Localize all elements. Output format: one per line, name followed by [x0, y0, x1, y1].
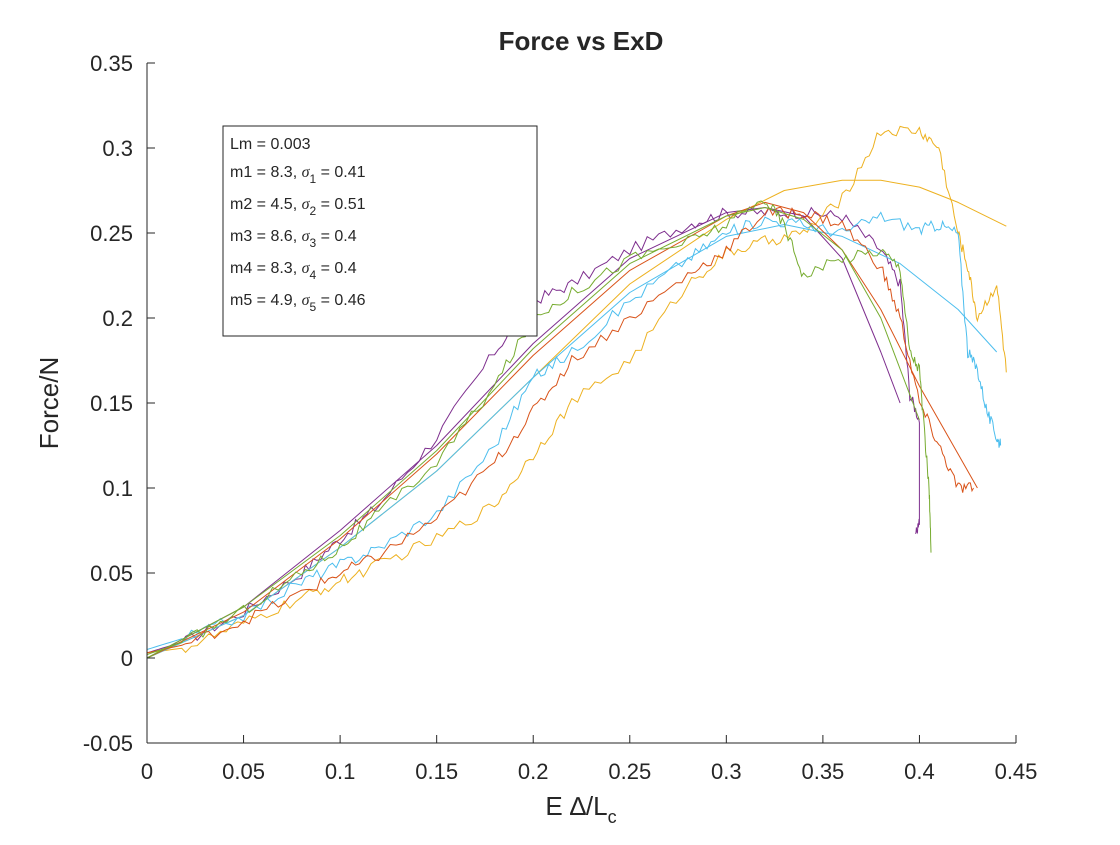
annotation-m-text: m3 = 8.6, [230, 228, 302, 245]
annotation-entry: m4 = 8.3, σ4 = 0.4 [230, 260, 357, 282]
sigma-subscript: 5 [309, 300, 316, 314]
y-tick-label: 0.25 [90, 221, 133, 246]
x-tick-label: 0.45 [995, 759, 1038, 784]
series-4-fit-line [146, 201, 978, 659]
series-1-measured-line [146, 206, 920, 654]
x-tick-label: 0.25 [608, 759, 651, 784]
annotation-sigma-value: = 0.4 [316, 260, 357, 277]
x-axis-label-main: E ∆/L [545, 791, 607, 821]
annotation-sigma-value: = 0.4 [316, 228, 357, 245]
y-tick-label: 0 [121, 646, 133, 671]
series-2-measured-line [146, 125, 1007, 654]
annotation-m-text: m1 = 8.3, [230, 164, 302, 181]
x-tick-label: 0.15 [415, 759, 458, 784]
sigma-subscript: 3 [309, 236, 316, 250]
annotation-entry: m3 = 8.6, σ3 = 0.4 [230, 228, 357, 250]
x-tick-label: 0.1 [325, 759, 356, 784]
annotation-entry: m5 = 4.9, σ5 = 0.46 [230, 292, 366, 314]
annotation-m-text: m2 = 4.5, [230, 196, 302, 213]
x-tick-label: 0.3 [711, 759, 742, 784]
y-tick-label: 0.3 [102, 136, 133, 161]
x-tick-label: 0.35 [801, 759, 844, 784]
x-tick-label: 0.2 [518, 759, 549, 784]
x-tick-label: 0 [141, 759, 153, 784]
series-layer [146, 125, 1007, 659]
y-tick-label: 0.35 [90, 51, 133, 76]
annotation-box-frame [222, 125, 538, 337]
series-1-fit-line [146, 207, 901, 659]
x-ticks: 0 0.05 0.1 0.15 0.2 0.25 0.3 0.35 0.4 0.45 [141, 735, 1038, 784]
x-axis-label-subscript: c [608, 807, 617, 827]
annotation-sigma-value: = 0.46 [316, 292, 365, 309]
y-ticks: -0.05 0 0.05 0.1 0.15 0.2 0.25 0.3 0.35 [83, 51, 155, 756]
chart-title: Force vs ExD [499, 26, 664, 56]
annotation-entry: m2 = 4.5, σ2 = 0.51 [230, 196, 366, 218]
y-tick-label: -0.05 [83, 731, 133, 756]
sigma-symbol: σ [302, 196, 311, 213]
y-tick-label: 0.15 [90, 391, 133, 416]
y-axis-label: Force/N [34, 357, 64, 449]
annotation-m-text: m4 = 8.3, [230, 260, 302, 277]
series-3-fit-line [146, 224, 998, 659]
sigma-subscript: 1 [309, 172, 316, 186]
annotation-header: Lm = 0.003 [230, 136, 311, 153]
sigma-symbol: σ [302, 228, 311, 245]
x-tick-label: 0.4 [904, 759, 935, 784]
series-5-measured-line [146, 200, 932, 656]
annotation-sigma-value: = 0.41 [316, 164, 365, 181]
sigma-subscript: 4 [309, 268, 316, 282]
y-tick-label: 0.2 [102, 306, 133, 331]
sigma-symbol: σ [302, 164, 311, 181]
sigma-symbol: σ [302, 292, 311, 309]
series-3-measured-line [146, 211, 1002, 650]
y-tick-label: 0.1 [102, 476, 133, 501]
annotation-entry: m1 = 8.3, σ1 = 0.41 [230, 164, 366, 186]
series-4-measured-line [146, 206, 974, 654]
annotation-m-text: m5 = 4.9, [230, 292, 302, 309]
sigma-symbol: σ [302, 260, 311, 277]
series-5-fit-line [146, 207, 920, 659]
x-tick-label: 0.05 [222, 759, 265, 784]
sigma-subscript: 2 [309, 204, 316, 218]
y-tick-label: 0.05 [90, 561, 133, 586]
x-axis-label: E ∆/Lc [545, 791, 616, 827]
annotation-sigma-value: = 0.51 [316, 196, 365, 213]
